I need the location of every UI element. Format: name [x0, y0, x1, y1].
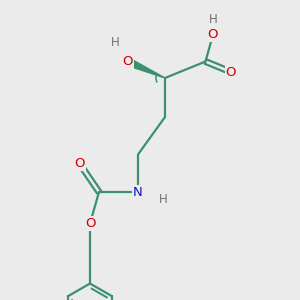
Text: O: O	[208, 28, 218, 41]
Text: H: H	[111, 35, 120, 49]
Text: H: H	[208, 13, 217, 26]
Text: N: N	[133, 185, 143, 199]
Text: O: O	[74, 157, 85, 170]
Text: O: O	[122, 55, 133, 68]
Text: H: H	[159, 193, 168, 206]
Text: O: O	[85, 217, 95, 230]
Text: O: O	[226, 65, 236, 79]
Polygon shape	[126, 58, 165, 78]
